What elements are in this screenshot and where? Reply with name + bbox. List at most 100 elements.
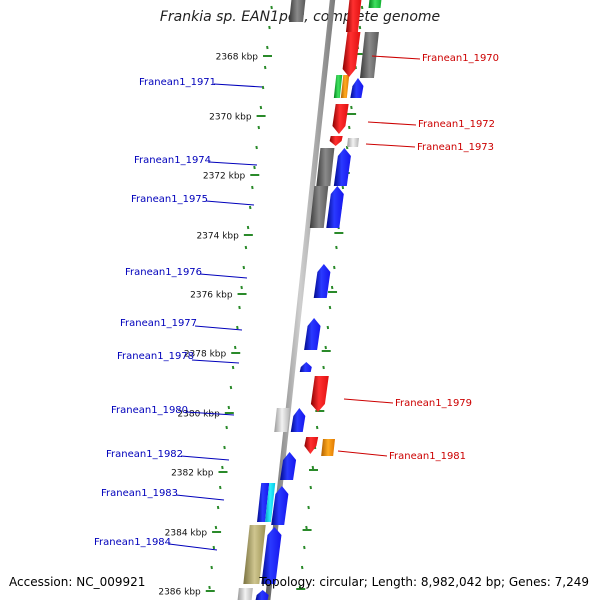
tick-left [261, 85, 265, 90]
topology-text: Topology: circular; Length: 8,982,042 bp… [259, 575, 589, 589]
gene-block-red [345, 0, 362, 32]
tick-left [253, 165, 256, 170]
gene-label-left: Franean1_1984 [94, 537, 171, 548]
gene-1981 [304, 437, 319, 454]
gene-label-leader [343, 398, 394, 404]
gene-1970 [342, 32, 361, 77]
tick-left [244, 245, 248, 250]
gene-label-leader [213, 83, 263, 88]
gene-label-left: Franean1_1975 [131, 194, 208, 205]
gene-label-left: Franean1_1978 [117, 351, 194, 362]
tick-right [333, 265, 336, 270]
gene-label-left: Franean1_1976 [125, 267, 202, 278]
tick-left [246, 225, 250, 230]
gene-label-leader [199, 273, 248, 279]
gene-label-left: Franean1_1974 [134, 155, 211, 166]
scale-label: 2370 kbp [209, 113, 252, 123]
scale-label: 2380 kbp [177, 410, 220, 420]
tick-left [231, 365, 235, 370]
tick-left [227, 405, 231, 410]
scale-label: 2378 kbp [184, 350, 227, 360]
gene-label-left: Franean1_1977 [120, 318, 197, 329]
gene-label-right: Franean1_1981 [389, 451, 466, 462]
tick-left [208, 585, 211, 590]
gene-label-leader [205, 200, 255, 206]
tick-left [240, 285, 243, 290]
gene-block-green [368, 0, 382, 8]
tick-right [309, 485, 312, 490]
gene-1980 [290, 408, 306, 432]
tick-left [268, 25, 271, 30]
tick-left [210, 565, 213, 570]
tick-right [335, 245, 338, 250]
tick-left [257, 125, 261, 130]
gene-label-leader [371, 55, 421, 60]
tick-right [307, 505, 310, 510]
tick-left [233, 345, 237, 350]
gene-block-gray [316, 148, 335, 186]
tick-left [212, 545, 216, 550]
tick-left [219, 485, 222, 490]
gene-block-olive [243, 525, 266, 584]
gene-label-leader [365, 143, 416, 148]
gene-1974 [333, 148, 351, 186]
gene-block-gray [309, 186, 329, 228]
tick-right [345, 145, 349, 150]
gene-1976 [313, 264, 331, 298]
tick-right [341, 185, 345, 190]
gene-block-lightgray [347, 138, 359, 147]
gene-label-leader [180, 455, 230, 461]
tick-right [348, 125, 351, 130]
tick-right [303, 545, 306, 550]
gene-block-orange [340, 75, 350, 98]
gene-label-leader [337, 450, 388, 457]
tick-left [263, 65, 267, 70]
gene-1984 [261, 527, 282, 584]
tick-left [266, 45, 269, 50]
accession-text: Accession: NC_009921 [9, 575, 146, 589]
gene-block-gray [289, 0, 306, 22]
gene-label-left: Franean1_1980 [111, 405, 188, 416]
tick-left [225, 425, 228, 430]
gene-label-leader [191, 359, 240, 364]
gene-label-leader [185, 411, 235, 416]
gene-block-orange [321, 439, 335, 456]
tick-right [322, 365, 325, 370]
gene-1979 [310, 376, 329, 412]
gene-block-green [333, 75, 343, 98]
tick-right [360, 5, 364, 10]
scale-label: 2376 kbp [190, 291, 233, 301]
gene-1982 [280, 452, 297, 480]
genome-backbone [265, 0, 336, 600]
tick-right [300, 565, 304, 570]
tick-right [358, 25, 362, 30]
tick-right [328, 305, 332, 310]
gene-label-left: Franean1_1971 [139, 77, 216, 88]
tick-left [259, 105, 263, 110]
gene-label-leader [168, 543, 218, 551]
gene-label-right: Franean1_1973 [417, 142, 494, 153]
gene-block-lightgray [237, 588, 253, 600]
gene-1978 [299, 362, 312, 372]
tick-right [330, 285, 334, 290]
scale-label: 2368 kbp [216, 53, 259, 63]
scale-label: 2374 kbp [196, 232, 239, 242]
gene-label-left: Franean1_1982 [106, 449, 183, 460]
gene-1973 [329, 136, 343, 146]
gene-label-leader [175, 494, 225, 501]
tick-left [236, 325, 239, 330]
tick-right [326, 325, 330, 330]
gene-label-right: Franean1_1972 [418, 119, 495, 130]
tick-left [255, 145, 258, 150]
gene-1983 [271, 486, 289, 525]
tick-right [311, 465, 315, 470]
tick-left [223, 445, 226, 450]
tick-left [248, 205, 252, 210]
gene-block-blue [255, 590, 269, 600]
gene-label-right: Franean1_1970 [422, 53, 499, 64]
tick-left [229, 385, 233, 390]
tick-right [324, 345, 327, 350]
gene-1975 [326, 186, 344, 228]
gene-block-cyan [265, 483, 276, 522]
